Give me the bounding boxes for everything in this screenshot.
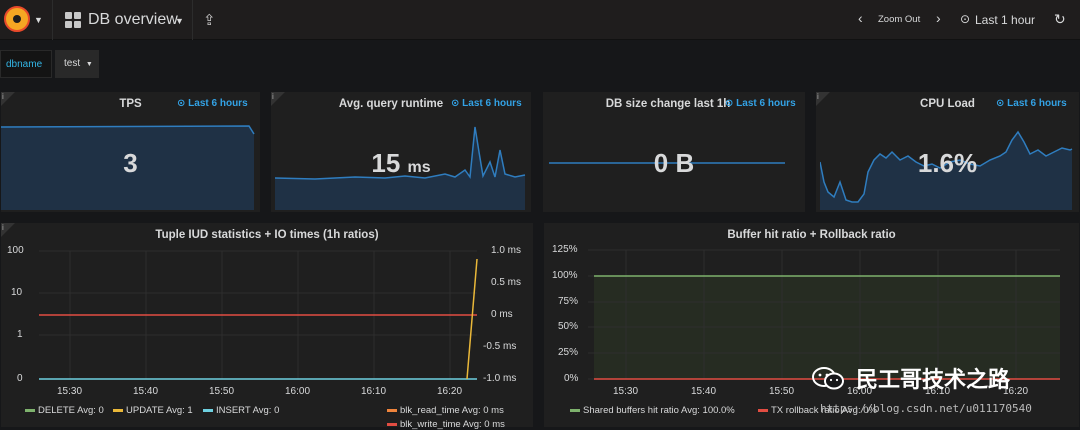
panel-title[interactable]: DB size change last 1h bbox=[605, 98, 731, 110]
top-navbar: ▼ DB overview ▼ ⇪ ‹ Zoom Out › ⊙ Last 1 … bbox=[0, 0, 1080, 40]
y-right-tick: 0 ms bbox=[491, 309, 513, 320]
time-info-label: Last 6 hours bbox=[462, 98, 522, 109]
chevron-right-icon[interactable]: › bbox=[936, 10, 941, 26]
panel-tps[interactable]: i TPS ⊙ Last 6 hours 3 bbox=[0, 91, 261, 213]
clock-icon: ⊙ bbox=[451, 98, 463, 109]
stat-value: 0 B bbox=[653, 148, 695, 178]
legend-item[interactable]: Shared buffers hit ratio Avg: 100.0% bbox=[570, 405, 735, 416]
legend-item[interactable]: blk_read_time Avg: 0 ms bbox=[387, 405, 504, 416]
time-range-picker[interactable]: Last 1 hour bbox=[975, 13, 1036, 27]
x-tick: 15:40 bbox=[691, 386, 717, 397]
dashboard-grid-icon bbox=[65, 12, 81, 28]
legend-item[interactable]: blk_write_time Avg: 0 ms bbox=[387, 419, 505, 430]
variable-label-dbname: dbname bbox=[0, 50, 52, 78]
wechat-icon bbox=[812, 367, 844, 390]
y-left-tick: 100 bbox=[7, 245, 24, 256]
y-right-tick: 0.5 ms bbox=[491, 277, 522, 288]
chevron-left-icon[interactable]: ‹ bbox=[858, 10, 863, 26]
y-left-tick: 1 bbox=[17, 329, 23, 340]
sparkline bbox=[549, 162, 785, 164]
graph-canvas bbox=[39, 250, 478, 380]
sparkline bbox=[820, 130, 1073, 210]
x-tick: 16:20 bbox=[437, 386, 463, 397]
y-tick: 0% bbox=[564, 373, 579, 384]
panel-title[interactable]: Tuple IUD statistics + IO times (1h rati… bbox=[155, 229, 379, 241]
time-info-label: Last 6 hours bbox=[188, 98, 248, 109]
y-left-tick: 0 bbox=[17, 373, 23, 384]
legend-item[interactable]: TX rollback ratio Avg: 0% bbox=[758, 405, 877, 416]
share-icon[interactable]: ⇪ bbox=[203, 12, 216, 29]
panel-info-icon[interactable]: i bbox=[1, 223, 15, 237]
panel-info-icon[interactable]: i bbox=[1, 92, 15, 106]
panel-time-info: ⊙ Last 6 hours bbox=[725, 98, 796, 109]
panel-cpu-load[interactable]: i CPU Load ⊙ Last 6 hours 1.6% bbox=[815, 91, 1080, 213]
logo-caret-icon[interactable]: ▼ bbox=[34, 15, 43, 25]
stat-value: 1.6% bbox=[917, 148, 978, 178]
sparkline bbox=[275, 126, 526, 210]
panel-info-icon[interactable]: i bbox=[816, 92, 830, 106]
y-tick: 50% bbox=[558, 321, 579, 332]
chevron-down-icon: ▼ bbox=[85, 61, 93, 68]
panel-title[interactable]: Avg. query runtime bbox=[338, 98, 444, 110]
divider bbox=[192, 0, 193, 40]
panel-time-info: ⊙ Last 6 hours bbox=[996, 98, 1067, 109]
sparkline bbox=[1, 125, 255, 210]
divider bbox=[52, 0, 53, 40]
refresh-icon[interactable]: ↻ bbox=[1054, 11, 1066, 27]
panel-time-info: ⊙ Last 6 hours bbox=[451, 98, 522, 109]
panel-buffer-hit-ratio[interactable]: Buffer hit ratio + Rollback ratio 125% 1… bbox=[543, 222, 1080, 428]
zoom-out-button[interactable]: Zoom Out bbox=[878, 14, 921, 25]
time-info-label: Last 6 hours bbox=[736, 98, 796, 109]
y-tick: 75% bbox=[558, 296, 579, 307]
title-caret-icon[interactable]: ▼ bbox=[175, 16, 184, 26]
stat-value: 15 ms bbox=[271, 148, 531, 179]
dashboard-title[interactable]: DB overview bbox=[88, 11, 178, 28]
y-tick: 25% bbox=[558, 347, 579, 358]
legend-item[interactable]: DELETE Avg: 0 bbox=[25, 405, 104, 416]
watermark-text: 民工哥技术之路 bbox=[856, 367, 1011, 392]
stat-number: 15 bbox=[371, 148, 401, 178]
stat-value: 3 bbox=[123, 148, 138, 178]
x-tick: 16:10 bbox=[361, 386, 387, 397]
variable-value: test bbox=[64, 58, 81, 69]
panel-title[interactable]: TPS bbox=[119, 98, 142, 110]
time-info-label: Last 6 hours bbox=[1007, 98, 1067, 109]
y-tick: 125% bbox=[552, 244, 578, 255]
panel-tuple-iud[interactable]: i Tuple IUD statistics + IO times (1h ra… bbox=[0, 222, 534, 430]
panel-info-icon[interactable]: i bbox=[271, 92, 285, 106]
panel-title[interactable]: CPU Load bbox=[920, 98, 975, 110]
x-tick: 16:20 bbox=[1003, 386, 1029, 397]
watermark-url: https://blog.csdn.net/u011170540 bbox=[820, 402, 1032, 415]
x-tick: 15:30 bbox=[57, 386, 83, 397]
x-tick: 16:00 bbox=[285, 386, 311, 397]
x-tick: 16:00 bbox=[847, 386, 873, 397]
y-tick: 100% bbox=[552, 270, 578, 281]
stat-unit: ms bbox=[407, 159, 431, 176]
y-right-tick: -0.5 ms bbox=[483, 341, 517, 352]
x-tick: 15:50 bbox=[769, 386, 795, 397]
clock-icon: ⊙ bbox=[996, 98, 1008, 109]
x-tick: 15:40 bbox=[133, 386, 159, 397]
legend-item[interactable]: UPDATE Avg: 1 bbox=[113, 405, 193, 416]
y-right-tick: -1.0 ms bbox=[483, 373, 517, 384]
x-tick: 15:30 bbox=[613, 386, 639, 397]
x-tick: 15:50 bbox=[209, 386, 235, 397]
clock-icon: ⊙ bbox=[177, 98, 189, 109]
y-left-tick: 10 bbox=[11, 287, 23, 298]
grafana-logo-icon[interactable] bbox=[4, 6, 30, 32]
x-tick: 16:10 bbox=[925, 386, 951, 397]
legend-item[interactable]: INSERT Avg: 0 bbox=[203, 405, 279, 416]
panel-db-size-change[interactable]: DB size change last 1h ⊙ Last 6 hours 0 … bbox=[542, 91, 806, 213]
clock-icon: ⊙ bbox=[725, 98, 737, 109]
panel-time-info: ⊙ Last 6 hours bbox=[177, 98, 248, 109]
panel-title[interactable]: Buffer hit ratio + Rollback ratio bbox=[727, 229, 896, 241]
variable-select-dbname[interactable]: test ▼ bbox=[55, 50, 99, 78]
graph-canvas bbox=[588, 249, 1060, 380]
panel-avg-query-runtime[interactable]: i Avg. query runtime ⊙ Last 6 hours 15 m… bbox=[270, 91, 532, 213]
clock-icon: ⊙ bbox=[960, 12, 971, 26]
y-right-tick: 1.0 ms bbox=[491, 245, 522, 256]
